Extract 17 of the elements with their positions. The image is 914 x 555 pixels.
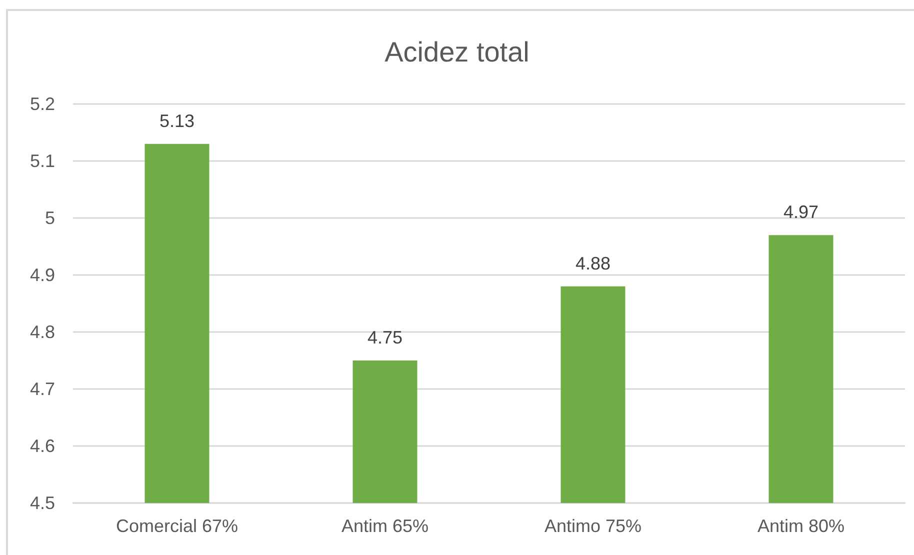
x-tick-label: Antimo 75% (544, 516, 642, 536)
data-label: 5.13 (159, 110, 195, 131)
y-tick-label: 5.2 (30, 94, 55, 114)
data-label: 4.75 (367, 328, 403, 348)
y-tick-label: 4.9 (30, 265, 55, 285)
data-label: 4.88 (575, 253, 611, 274)
x-tick-label: Antim 65% (341, 516, 429, 536)
y-tick-label: 4.6 (30, 436, 55, 456)
y-tick-label: 4.5 (30, 493, 55, 513)
y-tick-label: 4.8 (30, 322, 55, 342)
chart-title: Acidez total (384, 36, 530, 68)
x-tick-label: Comercial 67% (116, 516, 238, 536)
y-tick-label: 5 (44, 208, 55, 228)
y-tick-label: 4.7 (30, 379, 55, 399)
data-label: 4.97 (783, 202, 819, 222)
y-tick-label: 5.1 (30, 151, 55, 171)
x-tick-label: Antim 80% (757, 516, 845, 536)
